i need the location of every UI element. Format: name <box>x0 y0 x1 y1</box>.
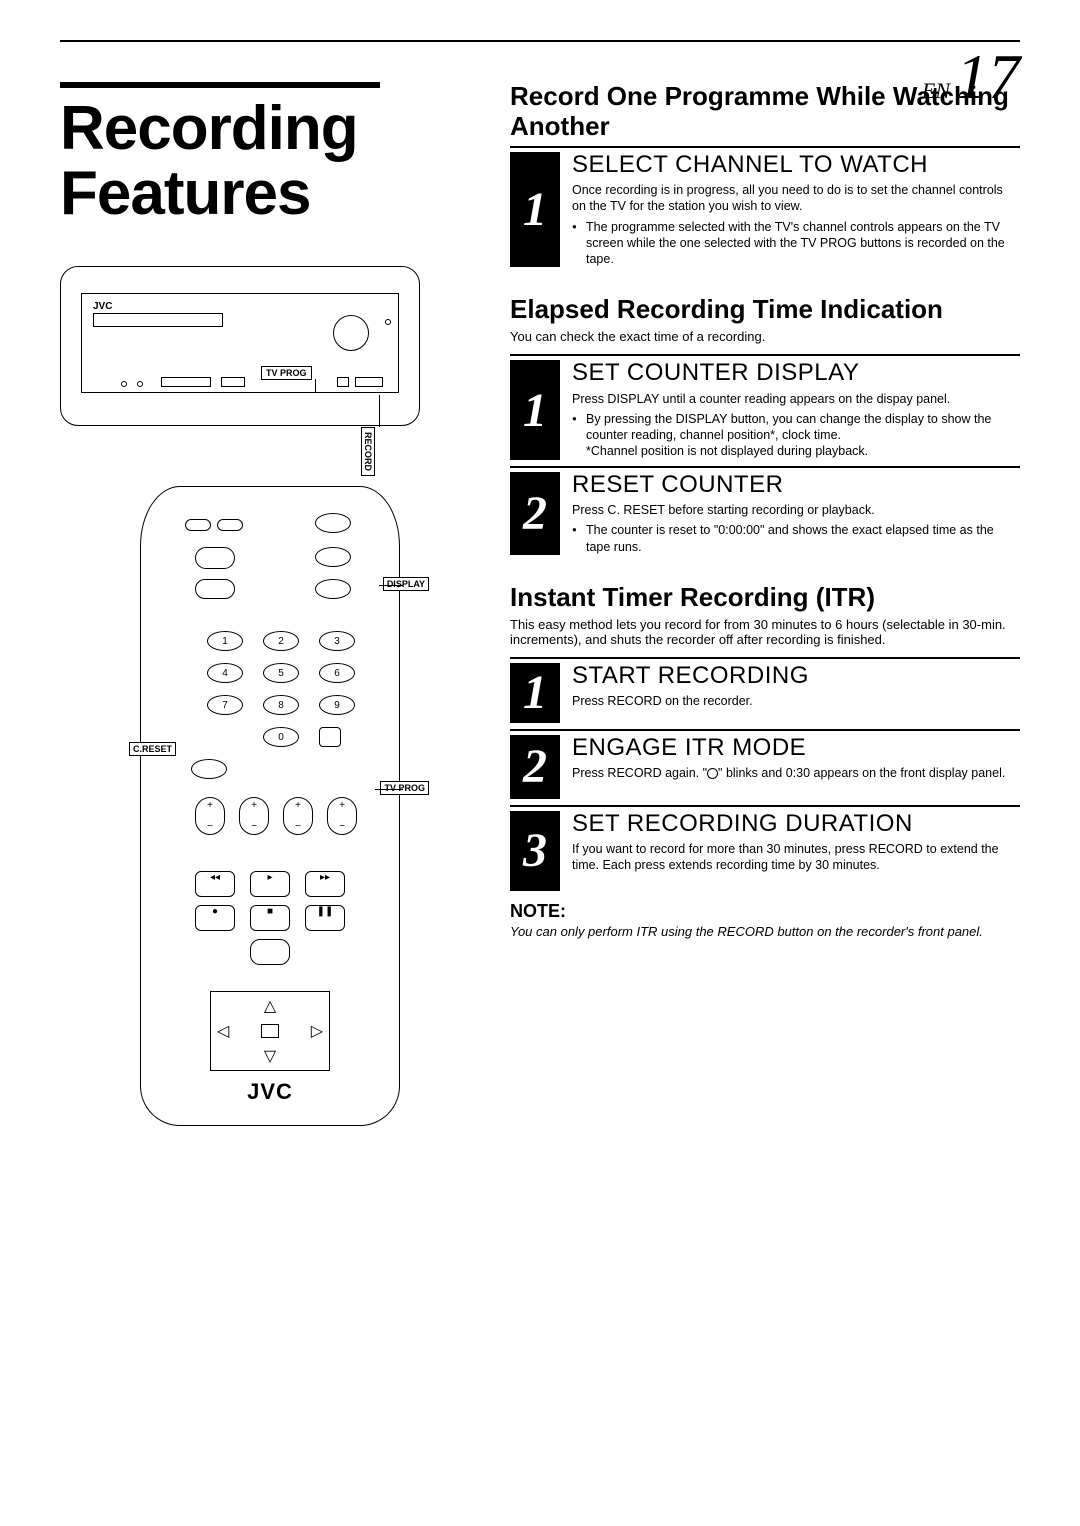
s3-step2-text-a: Press RECORD again. " <box>572 766 707 780</box>
s2-step2-text: Press C. RESET before starting recording… <box>572 502 1020 518</box>
num-2: 2 <box>263 631 299 651</box>
s3-step2-title: ENGAGE ITR MODE <box>572 735 1020 761</box>
remote-illustration: 1 2 3 4 5 6 7 8 9 0 <box>140 486 400 1126</box>
page-num-value: 17 <box>956 40 1020 114</box>
s3-num2: 2 <box>510 735 560 799</box>
page-number: EN 17 <box>922 40 1020 114</box>
transport-pad: ◂◂ ▸ ▸▸ ● ■ ❚❚ <box>195 871 345 961</box>
s1-step1-bullet: The programme selected with the TV's cha… <box>572 219 1020 268</box>
vcr-illustration: JVC TV PROG RECORD <box>60 266 420 426</box>
section2-title: Elapsed Recording Time Indication <box>510 295 1020 325</box>
note-text: You can only perform ITR using the RECOR… <box>510 924 1020 939</box>
title-line2: Features <box>60 159 310 228</box>
num-7: 7 <box>207 695 243 715</box>
num-9: 9 <box>319 695 355 715</box>
s3-step1-text: Press RECORD on the recorder. <box>572 693 1020 709</box>
page-lang: EN <box>922 78 950 104</box>
itr-circle-icon <box>707 768 718 779</box>
section3-sub: This easy method lets you record for fro… <box>510 617 1020 647</box>
s2-step2-title: RESET COUNTER <box>572 472 1020 498</box>
tvprog-label: TV PROG <box>261 366 312 380</box>
section2-sub: You can check the exact time of a record… <box>510 329 1020 344</box>
remote-brand: JVC <box>247 1079 293 1105</box>
s3-step2-text-b: " blinks and 0:30 appears on the front d… <box>718 766 1005 780</box>
note-title: NOTE: <box>510 901 1020 922</box>
num-1: 1 <box>207 631 243 651</box>
s2-step2-bullet: The counter is reset to "0:00:00" and sh… <box>572 522 1020 555</box>
num-0: 0 <box>263 727 299 747</box>
s3-step1-title: START RECORDING <box>572 663 1020 689</box>
tvprog-remote-label: TV PROG <box>380 781 429 795</box>
num-6: 6 <box>319 663 355 683</box>
s2-step1-text: Press DISPLAY until a counter reading ap… <box>572 391 1020 407</box>
menu-dpad: △ ▽ ◁ ▷ <box>210 991 330 1071</box>
top-rule <box>60 40 1020 42</box>
numpad: 1 2 3 4 5 6 7 8 9 0 <box>207 631 355 747</box>
s3-step2-text: Press RECORD again. " " blinks and 0:30 a… <box>572 765 1020 781</box>
plusminus-row <box>195 797 357 835</box>
section3-title: Instant Timer Recording (ITR) <box>510 583 1020 613</box>
num-3: 3 <box>319 631 355 651</box>
s1-step1-title: SELECT CHANNEL TO WATCH <box>572 152 1020 178</box>
creset-label: C.RESET <box>129 742 176 756</box>
s2-step1-title: SET COUNTER DISPLAY <box>572 360 1020 386</box>
s3-num1: 1 <box>510 663 560 723</box>
s3-num3: 3 <box>510 811 560 891</box>
vcr-brand: JVC <box>93 301 112 312</box>
s3-step3-text: If you want to record for more than 30 m… <box>572 841 1020 874</box>
num-8: 8 <box>263 695 299 715</box>
num-4: 4 <box>207 663 243 683</box>
s3-step3-title: SET RECORDING DURATION <box>572 811 1020 837</box>
page-title: Recording Features <box>60 96 480 226</box>
s2-num1: 1 <box>510 360 560 459</box>
num-5: 5 <box>263 663 299 683</box>
display-label: DISPLAY <box>383 577 429 591</box>
title-line1: Recording <box>60 94 358 163</box>
s1-step1-text: Once recording is in progress, all you n… <box>572 182 1020 215</box>
step-number-1: 1 <box>510 152 560 268</box>
power-button-icon <box>315 513 351 533</box>
s2-num2: 2 <box>510 472 560 555</box>
vcr-dial-icon <box>333 315 369 351</box>
title-rule <box>60 82 380 88</box>
s2-step1-bullet: By pressing the DISPLAY button, you can … <box>572 411 1020 460</box>
record-label: RECORD <box>361 427 375 476</box>
